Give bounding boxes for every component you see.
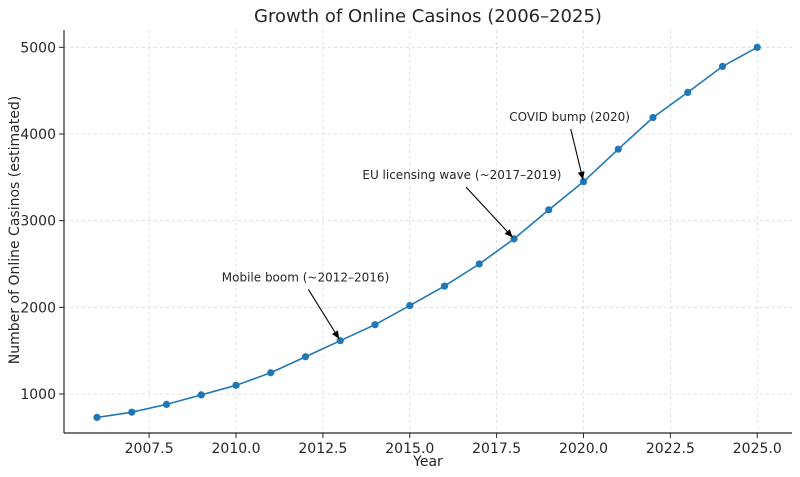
x-tick-label: 2015.0 (385, 441, 434, 457)
annotation-label: EU licensing wave (~2017–2019) (362, 168, 561, 182)
x-tick-label: 2022.5 (646, 441, 695, 457)
data-point (371, 321, 379, 329)
x-tick-label: 2017.5 (472, 441, 521, 457)
axis-ticks: 2007.5 2010.0 2012.5 2015.0 2017.5 2020.0 2022… (20, 40, 781, 457)
x-tick-label: 2007.5 (125, 441, 174, 457)
data-point (301, 353, 310, 361)
annotation-label: COVID bump (2020) (509, 110, 630, 124)
data-point (753, 43, 761, 51)
annotation-arrowhead (504, 229, 513, 238)
axes (63, 30, 792, 434)
chart-title: Growth of Online Casinos (2006–2025) (254, 6, 602, 27)
series-line (96, 46, 758, 419)
y-tick-label: 5000 (20, 40, 56, 56)
y-tick-label: 2000 (20, 300, 56, 316)
x-tick-label: 2010.0 (212, 441, 261, 457)
data-point (545, 206, 553, 214)
data-point (197, 391, 205, 399)
y-tick-label: 1000 (20, 387, 56, 403)
x-tick-label: 2012.5 (298, 441, 347, 457)
data-point (232, 381, 240, 389)
x-axis-label: Year (412, 454, 443, 470)
annotation-arrow (465, 186, 514, 238)
grid-lines (64, 30, 792, 433)
data-point (406, 302, 414, 310)
data-point (684, 88, 692, 96)
annotation-arrowhead (332, 330, 340, 340)
annotation-arrowhead (577, 171, 585, 180)
data-point (718, 62, 727, 70)
annotation-arrow (307, 289, 340, 340)
data-point (336, 337, 344, 345)
data-point (475, 260, 483, 268)
data-point (93, 413, 101, 421)
data-point (579, 178, 588, 186)
x-tick-label: 2020.0 (559, 441, 608, 457)
x-tick-label: 2025.0 (733, 441, 782, 457)
annotation-label: Mobile boom (~2012–2016) (222, 270, 389, 284)
data-point (128, 408, 136, 416)
annotation-arrow (570, 128, 584, 180)
data-point (649, 113, 657, 122)
y-tick-label: 3000 (20, 214, 56, 230)
y-axis-label: Number of Online Casinos (estimated) (7, 96, 23, 364)
series-group (93, 43, 761, 421)
data-point (440, 282, 449, 290)
annotations: Mobile boom (~2012–2016) EU licensing wav… (222, 110, 630, 340)
y-tick-label: 4000 (20, 127, 56, 143)
data-point (267, 369, 275, 377)
data-point (162, 400, 171, 408)
data-point (614, 145, 622, 153)
